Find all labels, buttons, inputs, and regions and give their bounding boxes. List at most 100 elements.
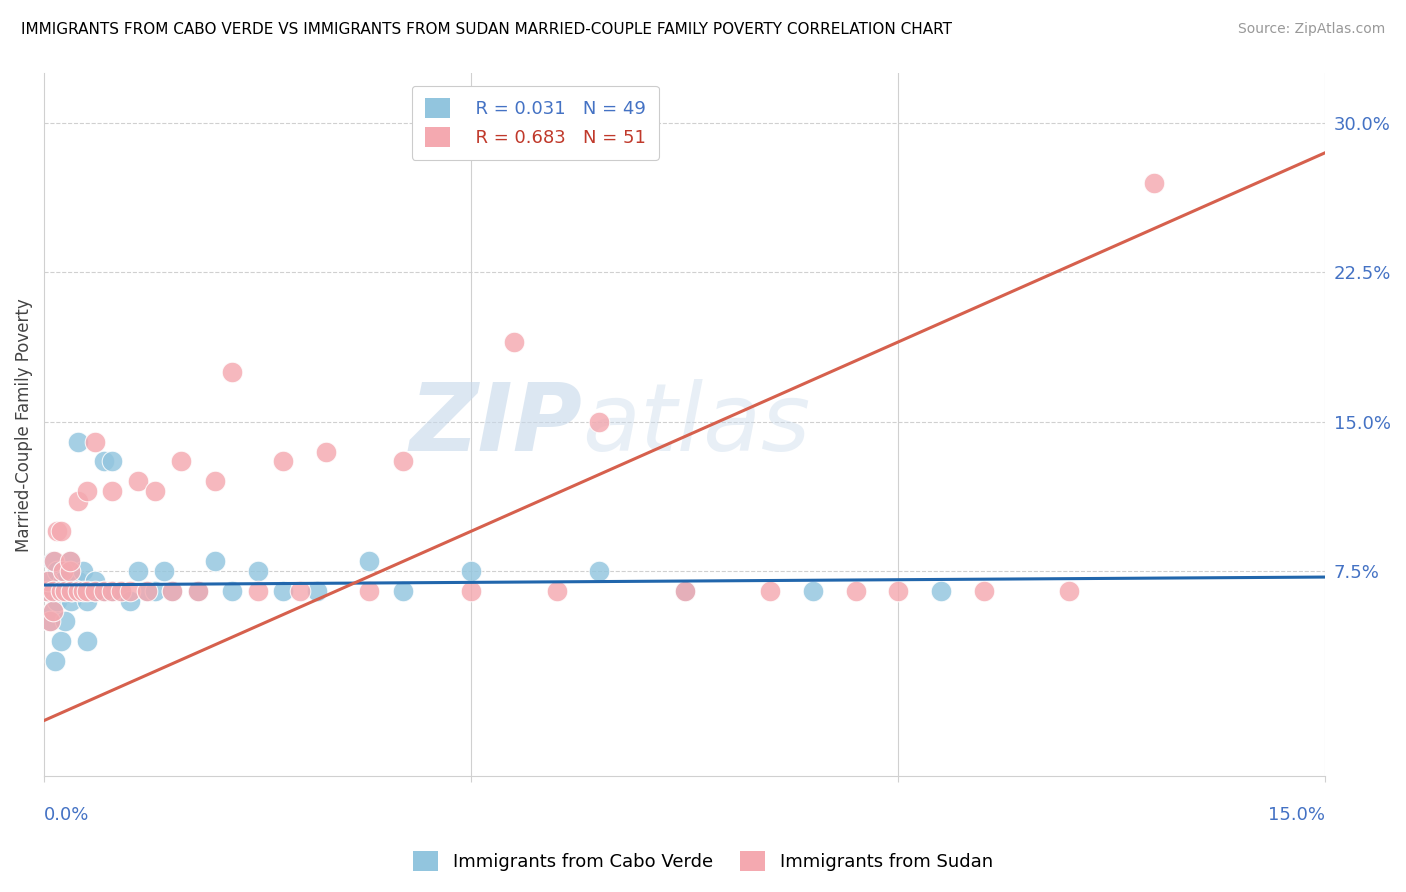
Point — [44, 654, 66, 668]
Point — [67, 574, 90, 588]
Point — [51, 633, 73, 648]
Point — [41, 604, 63, 618]
Point — [45, 564, 67, 578]
Point — [160, 584, 183, 599]
Point — [39, 614, 62, 628]
Point — [460, 564, 482, 578]
Point — [170, 454, 193, 468]
Point — [101, 484, 124, 499]
Point — [929, 584, 952, 599]
Point — [118, 594, 141, 608]
Point — [160, 584, 183, 599]
Point — [127, 564, 149, 578]
Point — [101, 454, 124, 468]
Point — [673, 584, 696, 599]
Text: atlas: atlas — [582, 379, 810, 470]
Point — [246, 584, 269, 599]
Point — [72, 564, 94, 578]
Point — [392, 454, 415, 468]
Point — [35, 584, 58, 599]
Text: Source: ZipAtlas.com: Source: ZipAtlas.com — [1237, 22, 1385, 37]
Point — [357, 554, 380, 568]
Point — [93, 584, 115, 599]
Point — [41, 604, 63, 618]
Point — [673, 584, 696, 599]
Text: ZIP: ZIP — [409, 378, 582, 471]
Point — [127, 475, 149, 489]
Point — [1143, 176, 1166, 190]
Point — [101, 584, 124, 599]
Point — [59, 554, 82, 568]
Point — [290, 584, 312, 599]
Point — [41, 554, 63, 568]
Point — [55, 614, 77, 628]
Point — [143, 484, 166, 499]
Point — [44, 584, 66, 599]
Point — [45, 594, 67, 608]
Point — [357, 584, 380, 599]
Point — [51, 524, 73, 539]
Point — [67, 584, 90, 599]
Point — [44, 554, 66, 568]
Point — [60, 594, 83, 608]
Point — [76, 584, 98, 599]
Point — [55, 584, 77, 599]
Point — [187, 584, 209, 599]
Point — [67, 434, 90, 449]
Point — [221, 365, 243, 379]
Point — [588, 415, 610, 429]
Point — [460, 584, 482, 599]
Point — [60, 584, 83, 599]
Point — [39, 614, 62, 628]
Point — [76, 594, 98, 608]
Point — [546, 584, 568, 599]
Point — [110, 584, 132, 599]
Point — [59, 554, 82, 568]
Point — [887, 584, 910, 599]
Point — [135, 584, 157, 599]
Point — [41, 584, 63, 599]
Point — [271, 454, 294, 468]
Point — [45, 524, 67, 539]
Point — [52, 564, 75, 578]
Point — [204, 475, 226, 489]
Point — [152, 564, 174, 578]
Point — [143, 584, 166, 599]
Point — [502, 334, 524, 349]
Point — [759, 584, 782, 599]
Point — [84, 584, 107, 599]
Point — [84, 434, 107, 449]
Point — [271, 584, 294, 599]
Point — [72, 584, 94, 599]
Point — [60, 584, 83, 599]
Text: 15.0%: 15.0% — [1268, 806, 1326, 824]
Text: IMMIGRANTS FROM CABO VERDE VS IMMIGRANTS FROM SUDAN MARRIED-COUPLE FAMILY POVERT: IMMIGRANTS FROM CABO VERDE VS IMMIGRANTS… — [21, 22, 952, 37]
Point — [37, 574, 59, 588]
Point — [93, 454, 115, 468]
Point — [93, 584, 115, 599]
Point — [76, 484, 98, 499]
Point — [392, 584, 415, 599]
Point — [51, 584, 73, 599]
Point — [135, 584, 157, 599]
Legend:   R = 0.031   N = 49,   R = 0.683   N = 51: R = 0.031 N = 49, R = 0.683 N = 51 — [412, 86, 659, 160]
Point — [67, 494, 90, 508]
Y-axis label: Married-Couple Family Poverty: Married-Couple Family Poverty — [15, 298, 32, 551]
Point — [315, 444, 337, 458]
Legend: Immigrants from Cabo Verde, Immigrants from Sudan: Immigrants from Cabo Verde, Immigrants f… — [406, 844, 1000, 879]
Point — [37, 574, 59, 588]
Point — [118, 584, 141, 599]
Point — [204, 554, 226, 568]
Point — [801, 584, 824, 599]
Point — [84, 574, 107, 588]
Point — [59, 584, 82, 599]
Point — [221, 584, 243, 599]
Point — [76, 633, 98, 648]
Point — [307, 584, 329, 599]
Text: 0.0%: 0.0% — [44, 806, 90, 824]
Point — [51, 584, 73, 599]
Point — [110, 584, 132, 599]
Point — [1057, 584, 1080, 599]
Point — [973, 584, 995, 599]
Point — [35, 584, 58, 599]
